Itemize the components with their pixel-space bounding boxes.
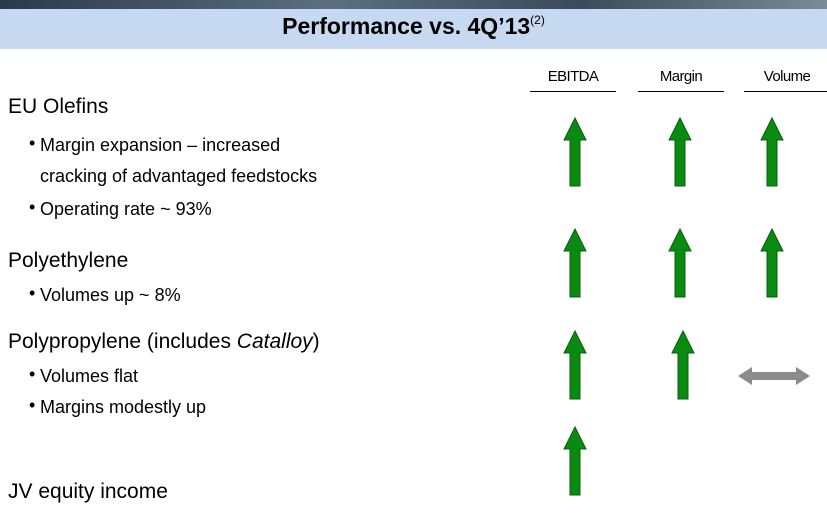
bullet-dot: • — [29, 395, 36, 415]
up-arrow — [760, 227, 784, 298]
bullet: Operating rate ~ 93% — [40, 199, 212, 219]
bullet-dot: • — [29, 133, 36, 153]
section-heading: Polypropylene (includes Catalloy) — [8, 330, 320, 354]
up-arrow — [563, 425, 587, 496]
column-header: Volume — [744, 68, 827, 92]
header-image — [0, 0, 827, 9]
header-band — [0, 9, 827, 49]
section-heading: EU Olefins — [8, 95, 109, 118]
title: Performance vs. 4Q’13(2) — [0, 13, 827, 40]
up-arrow — [671, 329, 695, 400]
section-heading: Polyethylene — [8, 249, 129, 272]
bullet: Margins modestly up — [40, 397, 207, 417]
heading-text: Polypropylene (includes — [8, 330, 237, 353]
bullet-dot: • — [29, 283, 36, 303]
bullet: Volumes flat — [40, 366, 139, 386]
up-arrow — [563, 329, 587, 400]
column-header: EBITDA — [530, 68, 616, 92]
bullet: Volumes up ~ 8% — [40, 285, 181, 305]
flat-arrow — [738, 367, 810, 385]
footnote-ref: (2) — [530, 13, 545, 27]
title-text: Performance vs. 4Q’13 — [282, 13, 531, 39]
bullet: Margin expansion – increased — [40, 135, 281, 155]
heading-text: ) — [312, 330, 320, 353]
up-arrow — [563, 116, 587, 187]
section-heading: JV equity income — [8, 480, 168, 503]
bullet: cracking of advantaged feedstocks — [40, 166, 318, 186]
bullet-dot: • — [29, 364, 36, 384]
column-header: Margin — [638, 68, 724, 92]
up-arrow — [563, 227, 587, 298]
up-arrow — [668, 116, 692, 187]
up-arrow — [668, 227, 692, 298]
heading-italic: Catalloy — [236, 330, 313, 353]
bullet-dot: • — [29, 197, 36, 217]
up-arrow — [760, 116, 784, 187]
